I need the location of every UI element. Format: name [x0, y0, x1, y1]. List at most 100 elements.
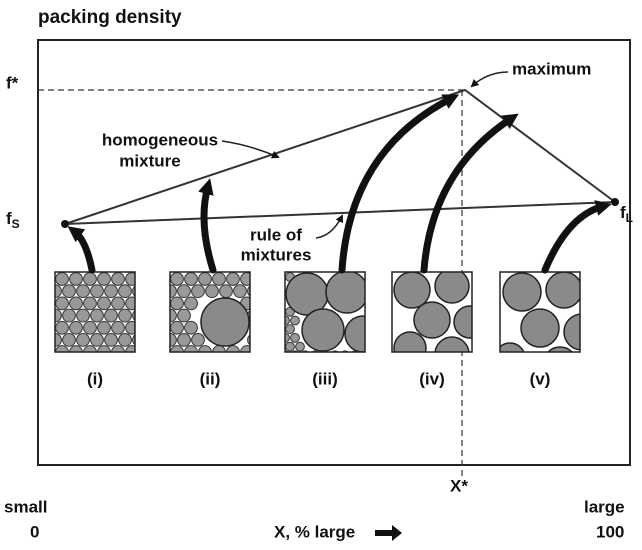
- small-particle: [171, 273, 184, 286]
- small-particle: [77, 309, 90, 322]
- small-particle: [140, 321, 153, 334]
- small-particle: [255, 273, 268, 286]
- small-particle: [119, 334, 132, 347]
- small-particle: [192, 334, 205, 347]
- small-particle: [105, 358, 118, 371]
- small-particle: [206, 285, 219, 298]
- small-particle: [119, 309, 132, 322]
- large-particle: [345, 316, 381, 352]
- small-particle: [112, 273, 125, 286]
- frame: [38, 40, 630, 465]
- homogeneous-label: mixture: [119, 151, 180, 170]
- rule-label: rule of: [250, 225, 302, 244]
- small-particle: [84, 321, 97, 334]
- small-particle: [98, 273, 111, 286]
- large-particle: [435, 337, 469, 371]
- small-particle: [126, 321, 139, 334]
- small-particle: [234, 358, 247, 371]
- diagram: packing density f* maximum homogeneous m…: [0, 0, 642, 550]
- small-particle: [49, 358, 62, 371]
- arrow: [545, 206, 604, 270]
- small-particle: [164, 358, 177, 371]
- axis-label: X, % large: [274, 522, 355, 541]
- small-particle: [234, 285, 247, 298]
- small-particle: [70, 273, 83, 286]
- small-particle: [366, 307, 375, 316]
- panel-label: (v): [530, 369, 551, 388]
- large-particle: [564, 314, 600, 350]
- packing: [164, 273, 268, 371]
- small-particle: [63, 285, 76, 298]
- small-particle: [91, 285, 104, 298]
- small-particle: [56, 273, 69, 286]
- small-particle: [140, 346, 153, 359]
- arrow: [424, 118, 512, 270]
- x-star-label: X*: [450, 476, 468, 495]
- small-particle: [178, 334, 191, 347]
- maximum-pointer: [472, 72, 508, 86]
- small-particle: [213, 273, 226, 286]
- small-particle: [255, 346, 268, 359]
- point-fl: [611, 198, 619, 206]
- small-particle: [91, 334, 104, 347]
- panel-label: (iii): [312, 369, 338, 388]
- small-particle: [286, 325, 295, 334]
- axis-right: large: [584, 497, 625, 516]
- large-particle: [302, 309, 344, 351]
- axis-arrow: [375, 525, 402, 541]
- large-particle: [394, 272, 430, 308]
- small-particle: [56, 321, 69, 334]
- small-particle: [286, 342, 295, 351]
- small-particle: [63, 334, 76, 347]
- small-particle: [56, 297, 69, 310]
- small-particle: [185, 273, 198, 286]
- fl-label: fL: [620, 203, 633, 225]
- small-particle: [171, 321, 184, 334]
- small-particle: [140, 297, 153, 310]
- small-particle: [63, 309, 76, 322]
- small-particle: [133, 358, 146, 371]
- small-particle: [199, 273, 212, 286]
- small-particle: [178, 358, 191, 371]
- axis-right: 100: [596, 522, 624, 541]
- rule-label: mixtures: [241, 245, 312, 264]
- panels: (i)(ii)(iii)(iv)(v): [49, 269, 600, 388]
- small-particle: [112, 321, 125, 334]
- axis-left: 0: [30, 522, 39, 541]
- title: packing density: [38, 7, 182, 28]
- f-star-label: f*: [6, 73, 19, 92]
- small-particle: [119, 358, 132, 371]
- fs-sub: S: [12, 217, 20, 231]
- maximum-label: maximum: [512, 59, 591, 78]
- small-particle: [192, 285, 205, 298]
- small-particle: [91, 309, 104, 322]
- large-particle: [454, 306, 486, 338]
- panel-label: (iv): [419, 369, 445, 388]
- small-particle: [255, 321, 268, 334]
- small-particle: [220, 358, 233, 371]
- small-particle: [185, 297, 198, 310]
- small-particle: [220, 285, 233, 298]
- small-particle: [105, 309, 118, 322]
- small-particle: [84, 273, 97, 286]
- small-particle: [241, 273, 254, 286]
- panel-label: (i): [87, 369, 103, 388]
- small-particle: [77, 285, 90, 298]
- large-particle: [435, 269, 469, 303]
- fl-sub: L: [626, 211, 633, 225]
- small-particle: [291, 316, 300, 325]
- fs-label: fS: [6, 209, 20, 231]
- rule-pointer: [316, 216, 342, 238]
- small-particle: [119, 285, 132, 298]
- small-particle: [366, 273, 375, 282]
- small-particle: [105, 285, 118, 298]
- large-particle: [394, 332, 426, 364]
- large-particle: [414, 302, 450, 338]
- small-particle: [70, 321, 83, 334]
- small-particle: [84, 297, 97, 310]
- arrow: [74, 231, 92, 270]
- small-particle: [112, 297, 125, 310]
- large-particle: [503, 273, 541, 311]
- small-particle: [126, 297, 139, 310]
- small-particle: [291, 334, 300, 343]
